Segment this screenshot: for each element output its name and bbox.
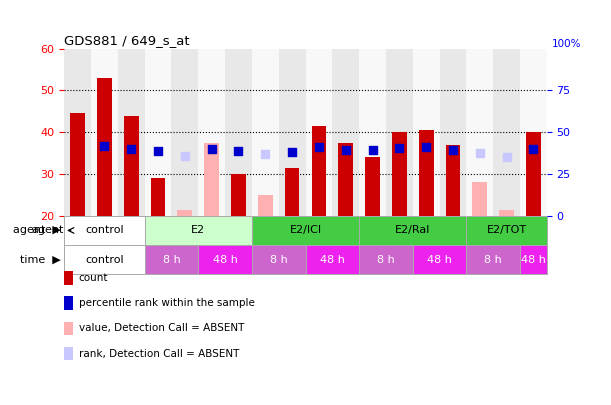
Text: agent: agent xyxy=(32,226,64,235)
Point xyxy=(126,146,136,152)
Bar xyxy=(359,216,466,245)
Point xyxy=(314,144,324,151)
Bar xyxy=(413,49,439,216)
Point xyxy=(395,145,404,151)
Text: 48 h: 48 h xyxy=(320,255,345,264)
Bar xyxy=(499,210,514,216)
Bar xyxy=(225,49,252,216)
Point xyxy=(287,149,297,156)
Bar xyxy=(97,78,112,216)
Text: 8 h: 8 h xyxy=(270,255,288,264)
Bar xyxy=(493,49,520,216)
Bar xyxy=(520,245,547,274)
Bar xyxy=(151,178,166,216)
Bar xyxy=(386,49,413,216)
Bar xyxy=(204,143,219,216)
Text: E2/TOT: E2/TOT xyxy=(486,226,527,235)
Text: E2/ICI: E2/ICI xyxy=(290,226,321,235)
Text: 48 h: 48 h xyxy=(521,255,546,264)
Text: value, Detection Call = ABSENT: value, Detection Call = ABSENT xyxy=(79,324,244,333)
Bar xyxy=(332,49,359,216)
Bar xyxy=(252,216,359,245)
Bar xyxy=(520,49,547,216)
Bar xyxy=(338,143,353,216)
Bar xyxy=(258,195,273,216)
Bar xyxy=(359,245,413,274)
Bar xyxy=(279,49,306,216)
Text: rank, Detection Call = ABSENT: rank, Detection Call = ABSENT xyxy=(79,349,239,358)
Text: count: count xyxy=(79,273,108,283)
Bar xyxy=(198,49,225,216)
Point xyxy=(448,147,458,153)
Bar xyxy=(145,49,172,216)
Bar xyxy=(526,132,541,216)
Bar xyxy=(145,245,198,274)
Text: control: control xyxy=(85,226,123,235)
Bar xyxy=(413,245,466,274)
Bar xyxy=(145,216,252,245)
Text: 48 h: 48 h xyxy=(213,255,238,264)
Bar xyxy=(306,245,359,274)
Point xyxy=(233,148,243,155)
Point xyxy=(341,147,351,153)
Bar xyxy=(306,49,332,216)
Bar xyxy=(64,216,145,245)
Text: 100%: 100% xyxy=(552,38,581,49)
Bar xyxy=(64,245,145,274)
Bar xyxy=(419,130,434,216)
Bar xyxy=(439,49,466,216)
Text: time  ▶: time ▶ xyxy=(20,255,61,264)
Bar xyxy=(198,245,252,274)
Point xyxy=(207,146,216,152)
Bar xyxy=(359,49,386,216)
Point xyxy=(422,144,431,151)
Bar xyxy=(285,168,299,216)
Bar xyxy=(466,245,520,274)
Bar xyxy=(64,49,91,216)
Bar xyxy=(472,182,487,216)
Bar xyxy=(312,126,326,216)
Point xyxy=(502,154,511,160)
Text: GDS881 / 649_s_at: GDS881 / 649_s_at xyxy=(64,34,190,47)
Point xyxy=(153,147,163,154)
Text: percentile rank within the sample: percentile rank within the sample xyxy=(79,298,255,308)
Bar xyxy=(91,49,118,216)
Text: agent  ▶: agent ▶ xyxy=(13,226,61,235)
Text: 48 h: 48 h xyxy=(427,255,452,264)
Bar xyxy=(231,174,246,216)
Text: E2/Ral: E2/Ral xyxy=(395,226,431,235)
Bar xyxy=(392,132,407,216)
Text: 8 h: 8 h xyxy=(163,255,180,264)
Text: control: control xyxy=(85,255,123,264)
Bar xyxy=(124,115,139,216)
Point xyxy=(529,146,538,152)
Bar xyxy=(172,49,198,216)
Text: 8 h: 8 h xyxy=(485,255,502,264)
Point xyxy=(475,150,485,156)
Point xyxy=(100,143,109,149)
Bar xyxy=(70,113,85,216)
Point xyxy=(368,147,378,153)
Bar xyxy=(445,145,460,216)
Bar xyxy=(365,157,380,216)
Bar xyxy=(466,216,547,245)
Bar xyxy=(252,49,279,216)
Bar xyxy=(466,49,493,216)
Point xyxy=(180,153,190,160)
Bar xyxy=(118,49,145,216)
Text: 8 h: 8 h xyxy=(377,255,395,264)
Text: E2: E2 xyxy=(191,226,205,235)
Bar xyxy=(252,245,306,274)
Point xyxy=(260,151,270,157)
Bar xyxy=(177,210,192,216)
